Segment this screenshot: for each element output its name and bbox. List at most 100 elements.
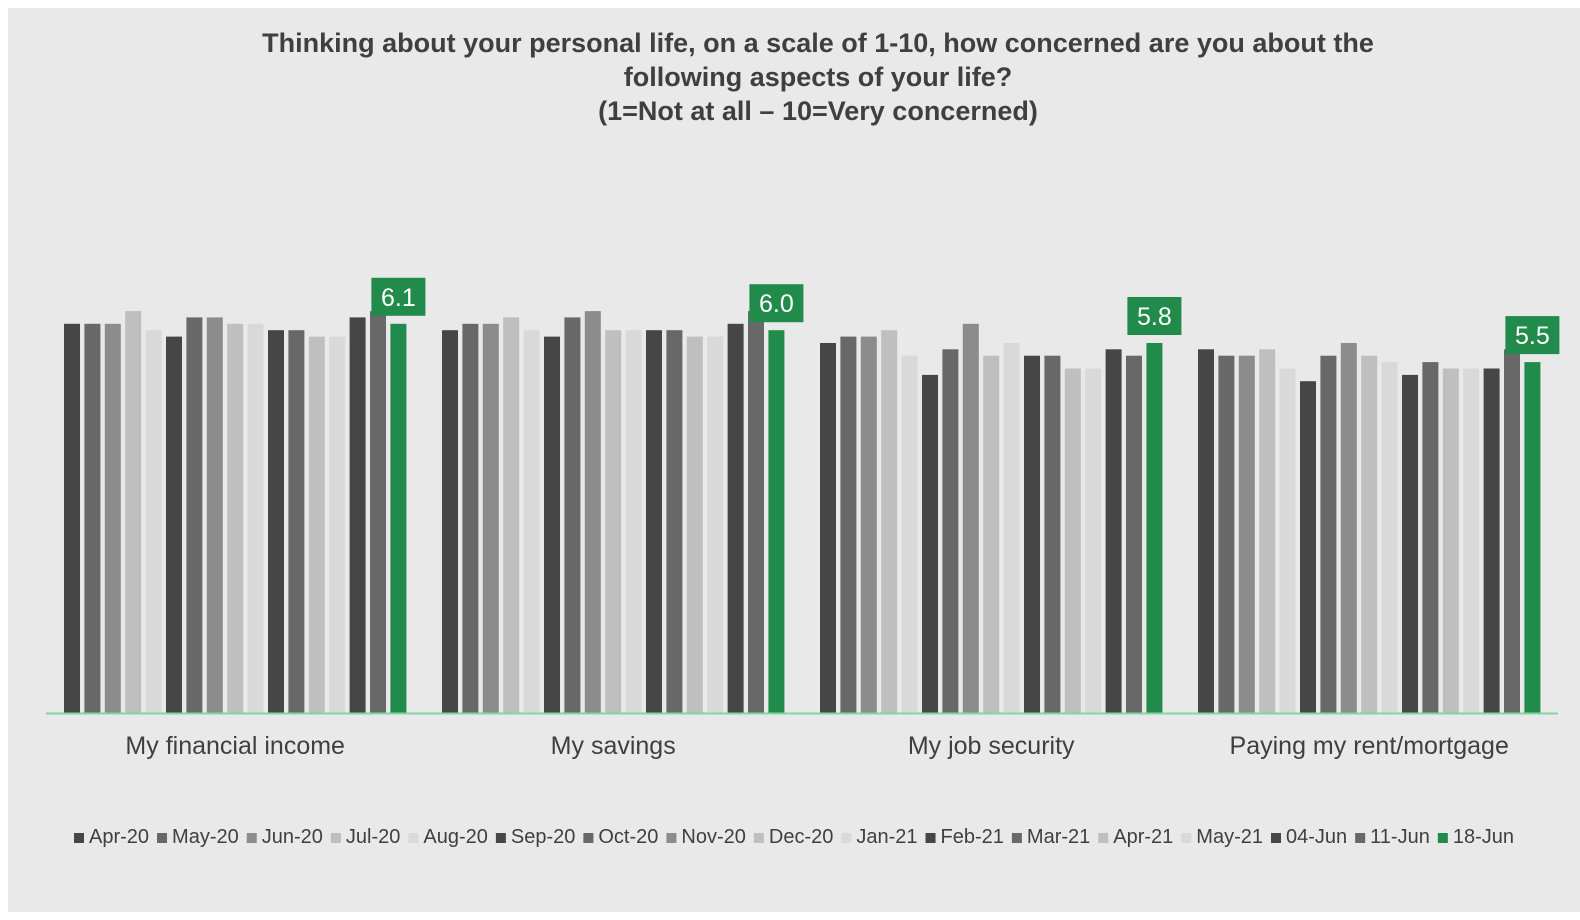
bar — [1279, 368, 1296, 713]
category-label: My job security — [908, 732, 1075, 760]
category-label: My financial income — [125, 732, 345, 760]
legend-item: Nov-20 — [666, 826, 746, 848]
bar — [1340, 343, 1357, 713]
bar — [666, 330, 683, 713]
bar — [329, 336, 346, 713]
category-label: My savings — [551, 732, 676, 760]
bar — [442, 330, 458, 713]
legend-label: May-21 — [1196, 826, 1263, 848]
data-label: 5.8 — [1127, 297, 1182, 335]
legend-label: Apr-20 — [89, 826, 149, 848]
bar — [707, 336, 724, 713]
data-label-box — [1127, 297, 1182, 335]
bar — [748, 311, 764, 713]
legend-item: 04-Jun — [1271, 826, 1347, 848]
data-label-text: 6.1 — [381, 284, 416, 312]
data-label-text: 6.0 — [759, 290, 794, 318]
legend-swatch — [330, 833, 341, 843]
bar — [1126, 355, 1142, 713]
bar — [646, 330, 662, 713]
category-label: Paying my rent/mortgage — [1230, 732, 1509, 760]
legend-item: Apr-21 — [1098, 826, 1173, 848]
data-label: 6.1 — [371, 277, 426, 316]
bar — [605, 330, 622, 713]
legend-swatch — [74, 833, 84, 843]
chart-title: Thinking about your personal life, on a … — [8, 26, 1580, 128]
bar — [1300, 381, 1316, 713]
legend-swatch — [1181, 833, 1192, 843]
bar — [1146, 343, 1163, 713]
data-label: 5.5 — [1505, 316, 1560, 355]
bar — [145, 330, 162, 713]
legend-swatch — [246, 833, 257, 843]
bar — [227, 323, 244, 713]
bar — [881, 330, 898, 713]
bar — [840, 336, 857, 713]
bar-chart: 6.1 6.0 5.8 5.5 My financial income My savin… — [46, 277, 1560, 848]
bar — [462, 323, 479, 713]
bar — [1320, 355, 1337, 713]
legend-label: Jul-20 — [346, 826, 400, 848]
bar — [820, 343, 836, 713]
legend-swatch — [1011, 833, 1022, 843]
data-label-text: 5.5 — [1515, 322, 1550, 350]
legend-item: Jan-21 — [841, 826, 918, 848]
bar — [1024, 355, 1040, 713]
legend-label: Oct-20 — [598, 826, 658, 848]
legend-label: Sep-20 — [511, 826, 576, 848]
bar — [104, 323, 121, 713]
legend-swatch — [1098, 833, 1109, 843]
chart-title-line-2: following aspects of your life? — [623, 62, 1013, 92]
bar — [166, 336, 182, 713]
legend-swatch — [753, 833, 764, 843]
bar — [544, 336, 560, 713]
bar — [1198, 349, 1214, 713]
chart-title-line-3: (1=Not at all – 10=Very concerned) — [598, 96, 1038, 126]
category-labels-layer: My financial income My savings My job secu… — [125, 732, 1508, 760]
legend-label: Jun-20 — [262, 826, 323, 848]
bar — [1524, 362, 1541, 713]
legend-swatch — [1271, 833, 1281, 843]
legend-item: May-21 — [1181, 826, 1263, 848]
legend-item: 18-Jun — [1437, 826, 1514, 848]
bar — [390, 323, 407, 713]
bar — [288, 330, 305, 713]
bar — [1064, 368, 1081, 713]
bar — [983, 355, 1000, 713]
legend-label: 18-Jun — [1453, 826, 1514, 848]
legend-label: Nov-20 — [681, 826, 745, 848]
bar — [901, 355, 918, 713]
chart-panel: Thinking about your personal life, on a … — [8, 8, 1580, 912]
legend-item: Mar-21 — [1011, 826, 1090, 848]
data-label-box — [1505, 316, 1560, 355]
bar — [268, 330, 284, 713]
bar — [349, 317, 366, 713]
bar — [1504, 349, 1520, 713]
bar — [922, 374, 938, 713]
legend-item: May-20 — [157, 826, 239, 848]
legend-label: Mar-21 — [1027, 826, 1090, 848]
legend-swatch — [157, 833, 168, 843]
bar — [1238, 355, 1255, 713]
legend-item: Apr-20 — [74, 826, 149, 848]
bar — [503, 317, 520, 713]
bar — [1463, 368, 1480, 713]
bar — [962, 323, 979, 713]
legend-item: Oct-20 — [583, 826, 658, 848]
bar — [125, 311, 142, 713]
bar — [308, 336, 325, 713]
chart-title-line-1: Thinking about your personal life, on a … — [262, 28, 1374, 58]
bar — [64, 323, 80, 713]
bar — [727, 323, 744, 713]
legend-label: May-20 — [172, 826, 239, 848]
data-labels-layer: 6.1 6.0 5.8 5.5 — [371, 277, 1560, 355]
bar — [1483, 368, 1500, 713]
data-label-box — [749, 284, 804, 323]
bar — [1361, 355, 1378, 713]
bar — [768, 330, 785, 713]
bar — [482, 323, 499, 713]
data-label: 6.0 — [749, 284, 804, 323]
bar — [1402, 374, 1418, 713]
bar — [370, 311, 386, 713]
bar — [523, 330, 540, 713]
